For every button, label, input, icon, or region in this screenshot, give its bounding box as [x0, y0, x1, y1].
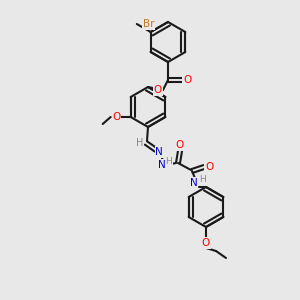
Text: H: H	[166, 157, 172, 166]
Text: O: O	[183, 75, 191, 85]
Text: Br: Br	[143, 19, 154, 29]
Text: N: N	[158, 160, 166, 170]
Text: O: O	[154, 85, 162, 95]
Text: O: O	[202, 238, 210, 248]
Text: N: N	[190, 178, 198, 188]
Text: O: O	[205, 162, 213, 172]
Text: H: H	[200, 175, 206, 184]
Text: O: O	[112, 112, 121, 122]
Text: H: H	[136, 138, 144, 148]
Text: N: N	[155, 147, 163, 157]
Text: O: O	[176, 140, 184, 150]
